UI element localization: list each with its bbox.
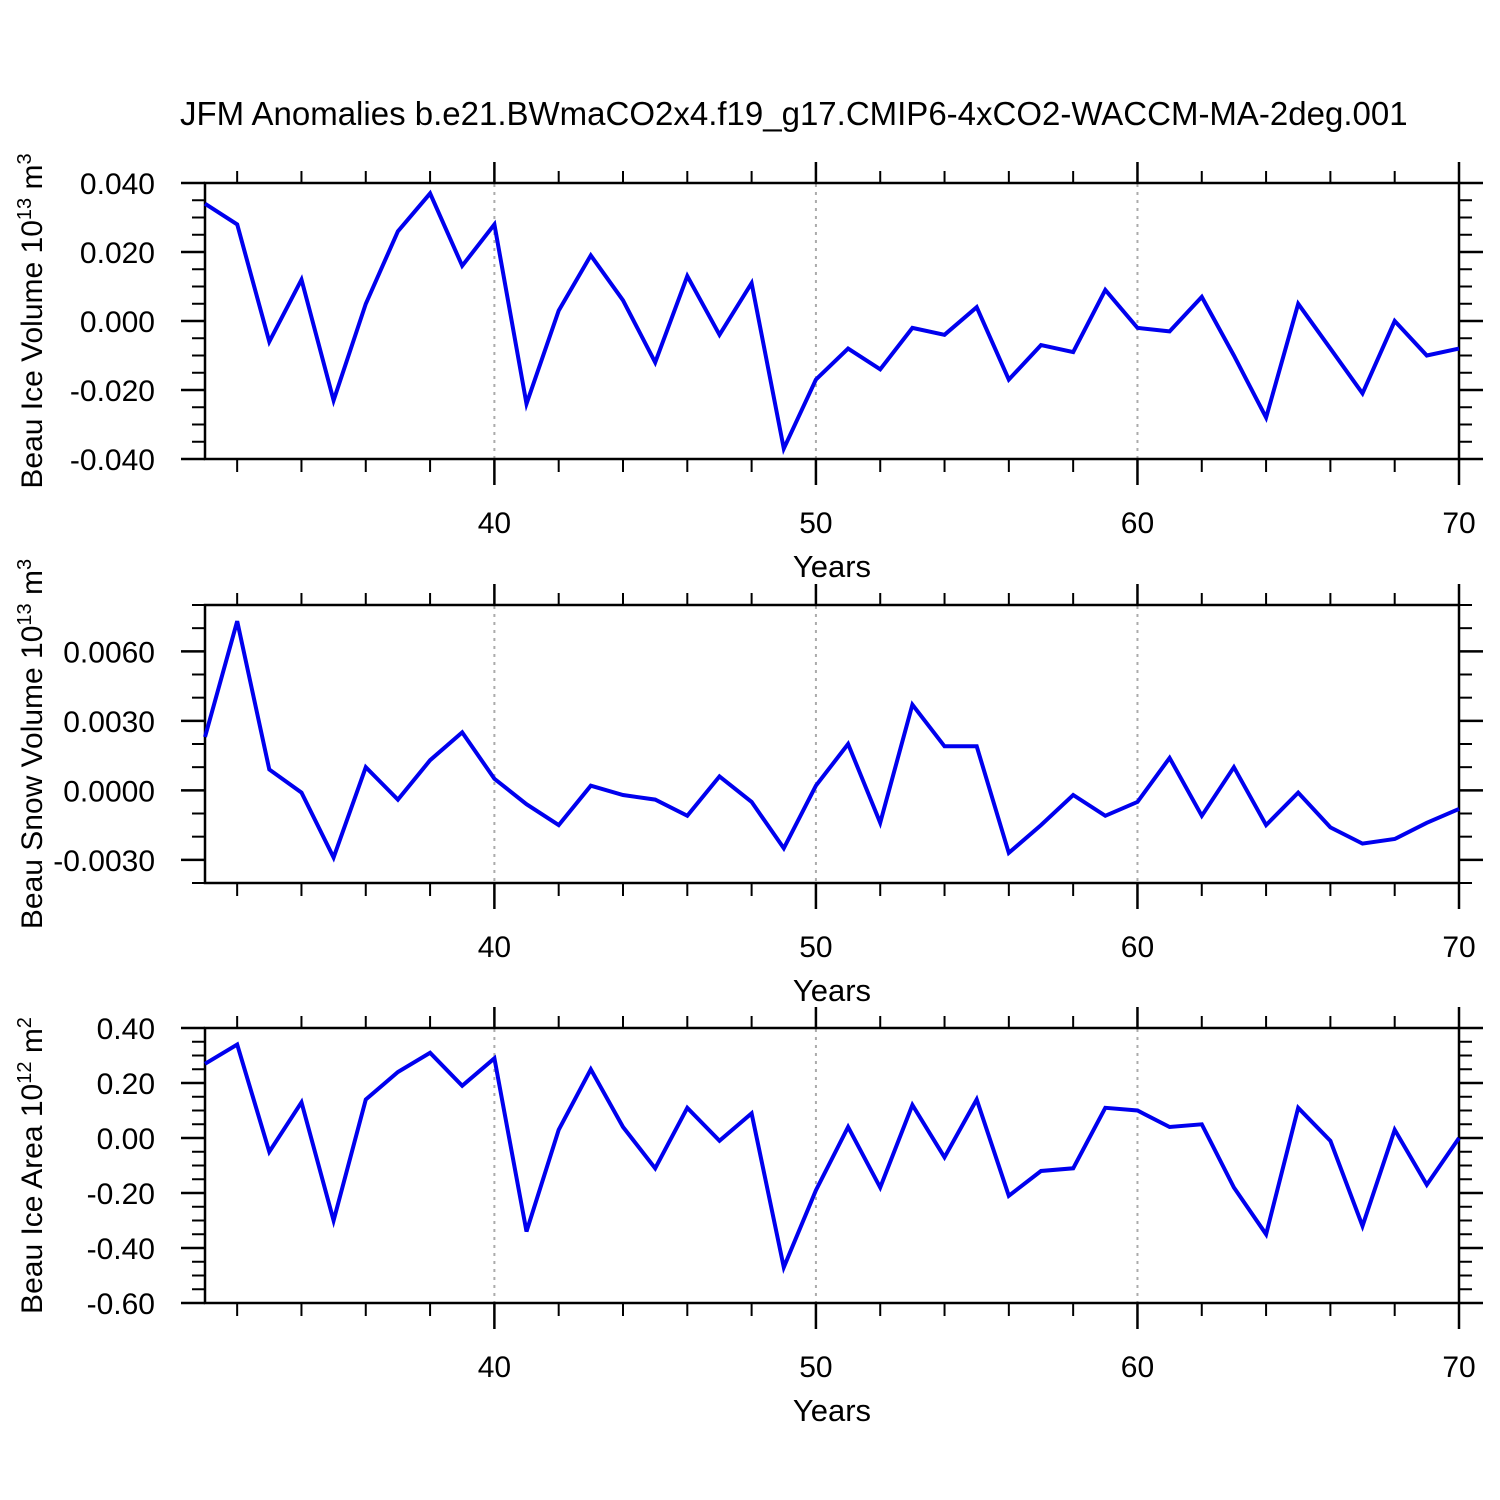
y-tick-label: -0.40 — [87, 1233, 155, 1266]
figure-title: JFM Anomalies b.e21.BWmaCO2x4.f19_g17.CM… — [180, 95, 1408, 132]
plot-frame — [203, 181, 1461, 461]
y-tick-label: -0.040 — [70, 444, 155, 477]
plot-frame — [203, 603, 1461, 885]
x-axis-title: Years — [793, 973, 871, 1008]
y-axis-title: Beau Ice Area 1012 m2 — [14, 1017, 49, 1314]
x-tick-label: 70 — [1442, 507, 1475, 540]
x-tick-label: 60 — [1121, 507, 1154, 540]
series-line — [203, 189, 1460, 456]
series-line — [203, 620, 1460, 863]
plot-frame — [203, 1026, 1461, 1305]
panel-2: 0.0060 0.0030 0.0000 -0.0030 40 50 60 70 Years Be… — [14, 559, 1483, 1008]
x-tick-label: 40 — [478, 507, 511, 540]
x-axis-title: Years — [793, 1393, 871, 1428]
x-tick-label: 50 — [799, 1351, 832, 1384]
y-tick-label: 0.00 — [97, 1123, 155, 1156]
x-tick-label: 60 — [1121, 931, 1154, 964]
y-tick-label: -0.020 — [70, 375, 155, 408]
y-axis-title: Beau Ice Volume 1013 m3 — [14, 153, 49, 488]
x-axis-title: Years — [793, 549, 871, 584]
y-axis-title: Beau Snow Volume 1013 m3 — [14, 559, 49, 929]
x-tick-label: 50 — [799, 507, 832, 540]
y-tick-label: 0.000 — [80, 306, 155, 339]
y-tick-label: 0.20 — [97, 1068, 155, 1101]
panel-3: 0.40 0.20 0.00 -0.20 -0.40 -0.60 40 50 60 70 Years… — [14, 1007, 1483, 1428]
y-tick-label: 0.40 — [97, 1013, 155, 1046]
y-tick-label: 0.040 — [80, 168, 155, 201]
x-tick-label: 40 — [478, 1351, 511, 1384]
y-tick-label: 0.0030 — [63, 706, 155, 739]
x-tick-label: 70 — [1442, 1351, 1475, 1384]
x-tick-label: 50 — [799, 931, 832, 964]
y-tick-label: 0.0000 — [63, 775, 155, 808]
x-tick-label: 40 — [478, 931, 511, 964]
y-tick-label: 0.0060 — [63, 636, 155, 669]
y-tick-label: 0.020 — [80, 237, 155, 270]
y-tick-label: -0.0030 — [53, 845, 155, 878]
x-tick-label: 70 — [1442, 931, 1475, 964]
y-tick-label: -0.20 — [87, 1178, 155, 1211]
series-line — [203, 1041, 1461, 1275]
x-tick-label: 60 — [1121, 1351, 1154, 1384]
y-tick-label: -0.60 — [87, 1288, 155, 1321]
panel-1: 0.040 0.020 0.000 -0.020 -0.040 40 50 60 70 Years… — [14, 153, 1483, 584]
